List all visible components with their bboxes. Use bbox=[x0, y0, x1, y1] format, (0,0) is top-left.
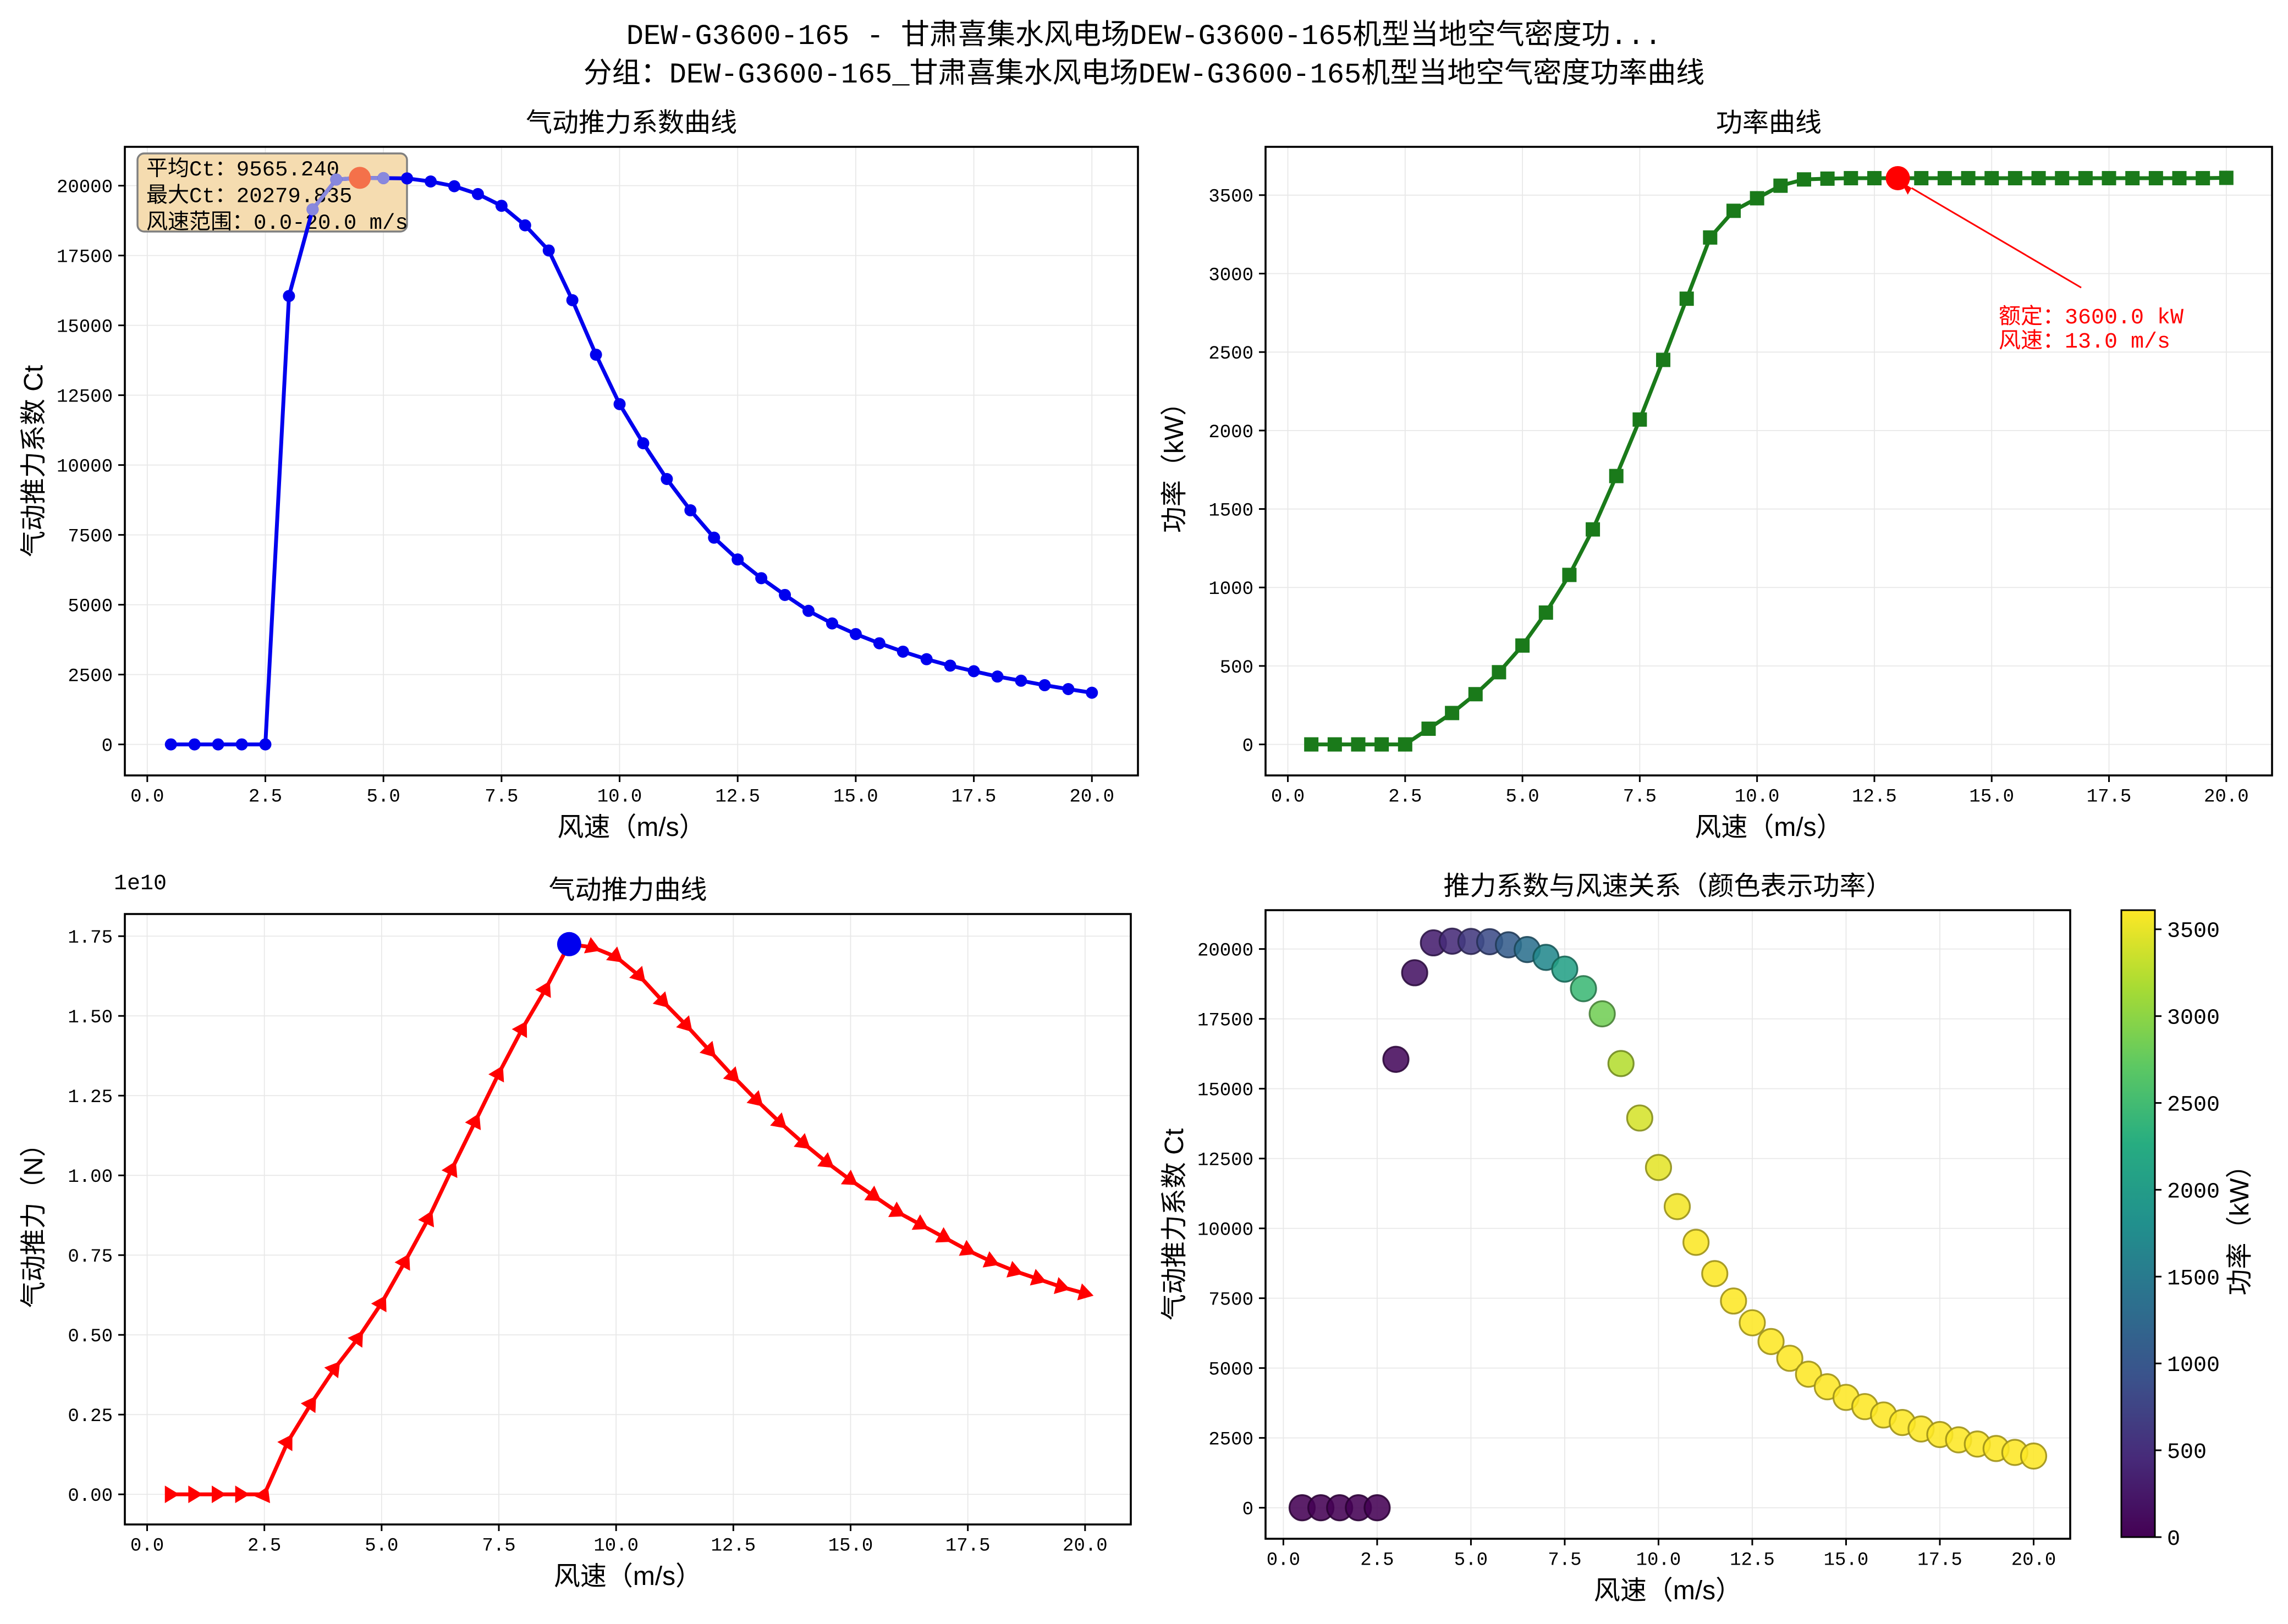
svg-text:15000: 15000 bbox=[57, 317, 113, 338]
svg-text:7500: 7500 bbox=[1208, 1290, 1253, 1311]
svg-text:风速（m/s）: 风速（m/s） bbox=[557, 813, 705, 842]
svg-text:15000: 15000 bbox=[1197, 1081, 1253, 1102]
svg-text:20000: 20000 bbox=[57, 178, 113, 199]
svg-text:2.5: 2.5 bbox=[1360, 1550, 1394, 1571]
svg-text:1.00: 1.00 bbox=[68, 1167, 113, 1188]
svg-text:5.0: 5.0 bbox=[365, 1536, 398, 1557]
svg-text:2000: 2000 bbox=[2167, 1180, 2220, 1204]
svg-text:12.5: 12.5 bbox=[715, 787, 760, 808]
svg-text:3500: 3500 bbox=[2167, 920, 2220, 944]
svg-text:2500: 2500 bbox=[68, 667, 113, 687]
svg-text:1.25: 1.25 bbox=[68, 1087, 113, 1108]
svg-text:17.5: 17.5 bbox=[2087, 787, 2132, 808]
svg-text:3500: 3500 bbox=[1208, 187, 1253, 208]
svg-text:2000: 2000 bbox=[1208, 422, 1253, 443]
svg-text:2500: 2500 bbox=[2167, 1093, 2220, 1118]
svg-text:0.25: 0.25 bbox=[68, 1406, 113, 1427]
svg-text:1500: 1500 bbox=[1208, 500, 1253, 521]
svg-text:17500: 17500 bbox=[1197, 1011, 1253, 1032]
svg-text:气动推力曲线: 气动推力曲线 bbox=[548, 876, 707, 905]
svg-text:17.5: 17.5 bbox=[1917, 1550, 1962, 1571]
svg-text:2.5: 2.5 bbox=[249, 787, 282, 808]
svg-text:气动推力系数 Ct: 气动推力系数 Ct bbox=[19, 365, 48, 557]
svg-text:12.5: 12.5 bbox=[1852, 787, 1897, 808]
svg-text:2500: 2500 bbox=[1208, 1430, 1253, 1451]
svg-text:风速：13.0 m/s: 风速：13.0 m/s bbox=[1999, 329, 2170, 355]
svg-text:2.5: 2.5 bbox=[248, 1536, 281, 1557]
svg-text:2.5: 2.5 bbox=[1388, 787, 1422, 808]
svg-text:17.5: 17.5 bbox=[952, 787, 997, 808]
svg-text:5.0: 5.0 bbox=[1505, 787, 1539, 808]
svg-text:17500: 17500 bbox=[57, 247, 113, 268]
svg-text:额定：3600.0 kW: 额定：3600.0 kW bbox=[1999, 304, 2184, 331]
svg-text:1.75: 1.75 bbox=[68, 928, 113, 949]
svg-text:风速（m/s）: 风速（m/s） bbox=[1594, 1576, 1742, 1605]
svg-text:10.0: 10.0 bbox=[1636, 1550, 1681, 1571]
svg-text:2500: 2500 bbox=[1208, 344, 1253, 365]
svg-text:0: 0 bbox=[2167, 1527, 2180, 1552]
svg-text:0.0: 0.0 bbox=[130, 787, 164, 808]
svg-text:10000: 10000 bbox=[57, 457, 113, 478]
svg-text:12500: 12500 bbox=[1197, 1150, 1253, 1171]
svg-text:20.0: 20.0 bbox=[1069, 787, 1114, 808]
svg-text:0.00: 0.00 bbox=[68, 1486, 113, 1507]
svg-text:1000: 1000 bbox=[1208, 579, 1253, 600]
svg-text:20.0: 20.0 bbox=[2204, 787, 2249, 808]
svg-text:气动推力系数曲线: 气动推力系数曲线 bbox=[526, 108, 737, 137]
svg-text:风速（m/s）: 风速（m/s） bbox=[554, 1562, 702, 1591]
svg-text:15.0: 15.0 bbox=[1824, 1550, 1869, 1571]
svg-text:15.0: 15.0 bbox=[828, 1536, 873, 1557]
svg-text:分组：DEW-G3600-165_甘肃喜集水风电场DEW-G: 分组：DEW-G3600-165_甘肃喜集水风电场DEW-G3600-165机型… bbox=[584, 58, 1705, 91]
svg-text:0.0: 0.0 bbox=[130, 1536, 164, 1557]
svg-text:平均Ct：9565.240: 平均Ct：9565.240 bbox=[146, 157, 339, 182]
svg-text:3000: 3000 bbox=[1208, 265, 1253, 286]
svg-text:0: 0 bbox=[102, 736, 113, 757]
svg-text:7.5: 7.5 bbox=[1548, 1550, 1581, 1571]
svg-text:功率（kW）: 功率（kW） bbox=[1160, 389, 1189, 533]
svg-text:1500: 1500 bbox=[2167, 1267, 2220, 1291]
svg-text:5000: 5000 bbox=[1208, 1360, 1253, 1381]
svg-text:功率（kW）: 功率（kW） bbox=[2225, 1152, 2254, 1295]
svg-text:0.0: 0.0 bbox=[1267, 1550, 1300, 1571]
svg-text:10.0: 10.0 bbox=[593, 1536, 639, 1557]
svg-text:20.0: 20.0 bbox=[1063, 1536, 1108, 1557]
svg-text:5.0: 5.0 bbox=[1454, 1550, 1488, 1571]
svg-text:10.0: 10.0 bbox=[1735, 787, 1780, 808]
svg-text:风速（m/s）: 风速（m/s） bbox=[1695, 813, 1843, 842]
svg-text:17.5: 17.5 bbox=[945, 1536, 991, 1557]
svg-text:0.75: 0.75 bbox=[68, 1247, 113, 1268]
svg-text:1e10: 1e10 bbox=[114, 872, 167, 896]
svg-text:500: 500 bbox=[1220, 658, 1253, 679]
svg-text:10.0: 10.0 bbox=[597, 787, 642, 808]
svg-text:7500: 7500 bbox=[68, 527, 113, 548]
svg-text:5000: 5000 bbox=[68, 597, 113, 618]
svg-text:20.0: 20.0 bbox=[2011, 1550, 2056, 1571]
svg-text:0: 0 bbox=[1242, 1500, 1253, 1521]
svg-text:15.0: 15.0 bbox=[1969, 787, 2014, 808]
svg-text:3000: 3000 bbox=[2167, 1006, 2220, 1031]
svg-text:500: 500 bbox=[2167, 1440, 2207, 1465]
svg-text:1000: 1000 bbox=[2167, 1353, 2220, 1378]
svg-text:12.5: 12.5 bbox=[711, 1536, 756, 1557]
svg-text:7.5: 7.5 bbox=[485, 787, 518, 808]
svg-text:0.50: 0.50 bbox=[68, 1326, 113, 1347]
svg-text:DEW-G3600-165 - 甘肃喜集水风电场DEW-G3: DEW-G3600-165 - 甘肃喜集水风电场DEW-G3600-165机型当… bbox=[626, 19, 1662, 53]
svg-text:风速范围：0.0-20.0 m/s: 风速范围：0.0-20.0 m/s bbox=[146, 211, 408, 235]
svg-text:15.0: 15.0 bbox=[833, 787, 878, 808]
svg-text:5.0: 5.0 bbox=[367, 787, 400, 808]
svg-text:7.5: 7.5 bbox=[1623, 787, 1657, 808]
svg-text:7.5: 7.5 bbox=[482, 1536, 515, 1557]
svg-text:12500: 12500 bbox=[57, 387, 113, 408]
svg-text:10000: 10000 bbox=[1197, 1220, 1253, 1241]
svg-text:功率曲线: 功率曲线 bbox=[1716, 108, 1822, 137]
svg-text:0: 0 bbox=[1242, 736, 1253, 757]
svg-text:气动推力系数 Ct: 气动推力系数 Ct bbox=[1160, 1128, 1189, 1320]
svg-text:0.0: 0.0 bbox=[1271, 787, 1305, 808]
svg-text:20000: 20000 bbox=[1197, 941, 1253, 962]
svg-text:12.5: 12.5 bbox=[1730, 1550, 1775, 1571]
svg-text:1.50: 1.50 bbox=[68, 1008, 113, 1028]
svg-text:推力系数与风速关系（颜色表示功率）: 推力系数与风速关系（颜色表示功率） bbox=[1443, 872, 1892, 901]
svg-text:气动推力（N）: 气动推力（N） bbox=[19, 1131, 48, 1308]
